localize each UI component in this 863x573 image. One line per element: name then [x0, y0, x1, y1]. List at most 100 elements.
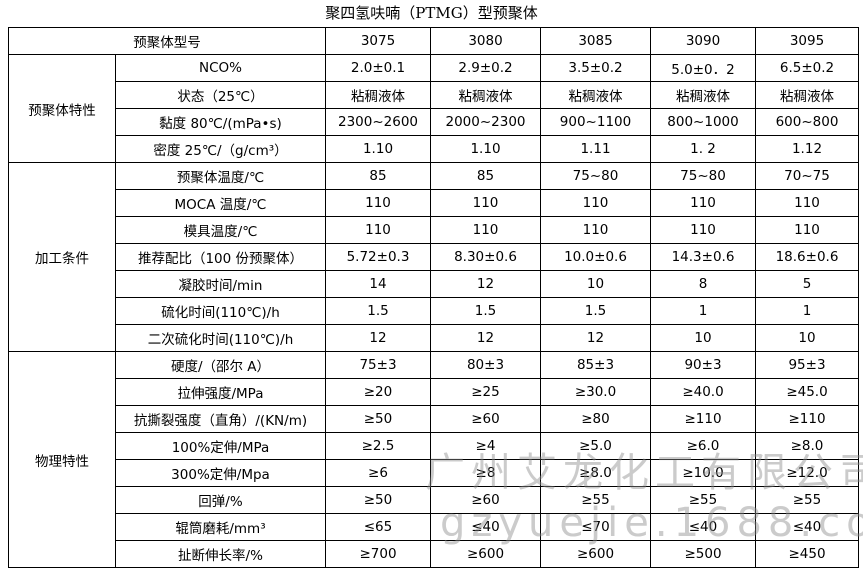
property-label: 模具温度/℃: [115, 216, 326, 244]
value-cell: 75±3: [325, 351, 431, 379]
value-cell: 1.10: [430, 135, 541, 163]
value-cell: ≥6.0: [650, 432, 756, 460]
property-label: MOCA 温度/℃: [115, 189, 326, 217]
value-cell: 85±3: [540, 351, 651, 379]
property-label: 100%定伸/MPa: [115, 432, 326, 460]
value-cell: 5.0±0．2: [650, 54, 756, 82]
value-cell: ≤65: [325, 513, 431, 541]
value-cell: 800~1000: [650, 108, 756, 136]
value-cell: ≥80: [540, 405, 651, 433]
property-label: 预聚体温度/℃: [115, 162, 326, 190]
table-row: 回弹/% ≥50 ≥60 ≥55 ≥55 ≥55: [9, 486, 859, 514]
value-cell: 12: [540, 324, 651, 352]
model-header: 3075: [325, 27, 431, 55]
value-cell: 10: [755, 324, 859, 352]
value-cell: 90±3: [650, 351, 756, 379]
header-label: 预聚体型号: [8, 27, 326, 55]
value-cell: ≤40: [430, 513, 541, 541]
value-cell: ≥5.0: [540, 432, 651, 460]
value-cell: ≤40: [755, 513, 859, 541]
value-cell: 粘稠液体: [430, 81, 541, 109]
value-cell: 10: [650, 324, 756, 352]
value-cell: 75~80: [650, 162, 756, 190]
value-cell: 110: [430, 216, 541, 244]
value-cell: ≥55: [755, 486, 859, 514]
value-cell: ≥8.0: [755, 432, 859, 460]
value-cell: 12: [430, 324, 541, 352]
value-cell: 1.11: [540, 135, 651, 163]
table-row: MOCA 温度/℃ 110 110 110 110 110: [9, 189, 859, 217]
value-cell: 粘稠液体: [755, 81, 859, 109]
model-header: 3080: [430, 27, 541, 55]
value-cell: ≥55: [540, 486, 651, 514]
table-row: 推荐配比（100 份预聚体） 5.72±0.3 8.30±0.6 10.0±0.6 14…: [9, 243, 859, 271]
property-label: 硬度/（邵尔 A）: [115, 351, 326, 379]
table-row: 模具温度/℃ 110 110 110 110 110: [9, 216, 859, 244]
value-cell: 110: [430, 189, 541, 217]
value-cell: 1.10: [325, 135, 431, 163]
value-cell: 14: [325, 270, 431, 298]
value-cell: 900~1100: [540, 108, 651, 136]
value-cell: 1.5: [430, 297, 541, 325]
value-cell: ≥500: [650, 540, 756, 568]
table-row: 二次硫化时间(110℃)/h 12 12 12 10 10: [9, 324, 859, 352]
value-cell: 1.5: [325, 297, 431, 325]
value-cell: 110: [650, 216, 756, 244]
table-row: 硫化时间(110℃)/h 1.5 1.5 1.5 1 1: [9, 297, 859, 325]
value-cell: 110: [540, 189, 651, 217]
value-cell: ≥600: [430, 540, 541, 568]
table-row: 状态（25℃） 粘稠液体 粘稠液体 粘稠液体 粘稠液体 粘稠液体: [9, 81, 859, 109]
table-row: 300%定伸/Mpa ≥6 ≥8 ≥8.0 ≥10.0 ≥12.0: [9, 459, 859, 487]
value-cell: ≥700: [325, 540, 431, 568]
value-cell: ≤40: [650, 513, 756, 541]
value-cell: 18.6±0.6: [755, 243, 859, 271]
model-header: 3085: [540, 27, 651, 55]
value-cell: 2000~2300: [430, 108, 541, 136]
value-cell: 8: [650, 270, 756, 298]
value-cell: 85: [430, 162, 541, 190]
value-cell: 5.72±0.3: [325, 243, 431, 271]
value-cell: 1: [650, 297, 756, 325]
value-cell: ≥50: [325, 486, 431, 514]
value-cell: ≥2.5: [325, 432, 431, 460]
value-cell: ≥6: [325, 459, 431, 487]
value-cell: ≥450: [755, 540, 859, 568]
value-cell: 粘稠液体: [540, 81, 651, 109]
table-row: 密度 25℃/（g/cm³） 1.10 1.10 1.11 1. 2 1.12: [9, 135, 859, 163]
value-cell: 5: [755, 270, 859, 298]
value-cell: ≥110: [650, 405, 756, 433]
value-cell: 110: [650, 189, 756, 217]
model-header: 3095: [755, 27, 859, 55]
value-cell: 70~75: [755, 162, 859, 190]
value-cell: 110: [540, 216, 651, 244]
value-cell: ≤70: [540, 513, 651, 541]
value-cell: 8.30±0.6: [430, 243, 541, 271]
table-row: 扯断伸长率/% ≥700 ≥600 ≥600 ≥500 ≥450: [9, 540, 859, 568]
value-cell: 75~80: [540, 162, 651, 190]
value-cell: 95±3: [755, 351, 859, 379]
property-label: 300%定伸/Mpa: [115, 459, 326, 487]
property-label: 硫化时间(110℃)/h: [115, 297, 326, 325]
group-label: 预聚体特性: [8, 54, 116, 163]
value-cell: 2300~2600: [325, 108, 431, 136]
value-cell: 2.0±0.1: [325, 54, 431, 82]
value-cell: 1.5: [540, 297, 651, 325]
value-cell: 1. 2: [650, 135, 756, 163]
value-cell: ≥45.0: [755, 378, 859, 406]
value-cell: 110: [325, 189, 431, 217]
table-row: 预聚体特性 NCO% 2.0±0.1 2.9±0.2 3.5±0.2 5.0±0．2 6.5…: [8, 54, 859, 163]
value-cell: ≥60: [430, 405, 541, 433]
table-row: 抗撕裂强度（直角）/(KN/m) ≥50 ≥60 ≥80 ≥110 ≥110: [9, 405, 859, 433]
property-label: 密度 25℃/（g/cm³）: [115, 135, 326, 163]
property-label: NCO%: [115, 54, 326, 82]
table-row: 100%定伸/MPa ≥2.5 ≥4 ≥5.0 ≥6.0 ≥8.0: [9, 432, 859, 460]
table-row: 辊筒磨耗/mm³ ≤65 ≤40 ≤70 ≤40 ≤40: [9, 513, 859, 541]
property-label: 推荐配比（100 份预聚体）: [115, 243, 326, 271]
table-title: 聚四氢呋喃（PTMG）型预聚体: [325, 4, 538, 22]
property-label: 黏度 80℃/(mPa•s): [115, 108, 326, 136]
property-label: 扯断伸长率/%: [115, 540, 326, 568]
value-cell: 10: [540, 270, 651, 298]
table-row: 加工条件 预聚体温度/℃ 85 85 75~80 75~80 70~75: [8, 162, 859, 352]
value-cell: ≥8.0: [540, 459, 651, 487]
value-cell: ≥60: [430, 486, 541, 514]
